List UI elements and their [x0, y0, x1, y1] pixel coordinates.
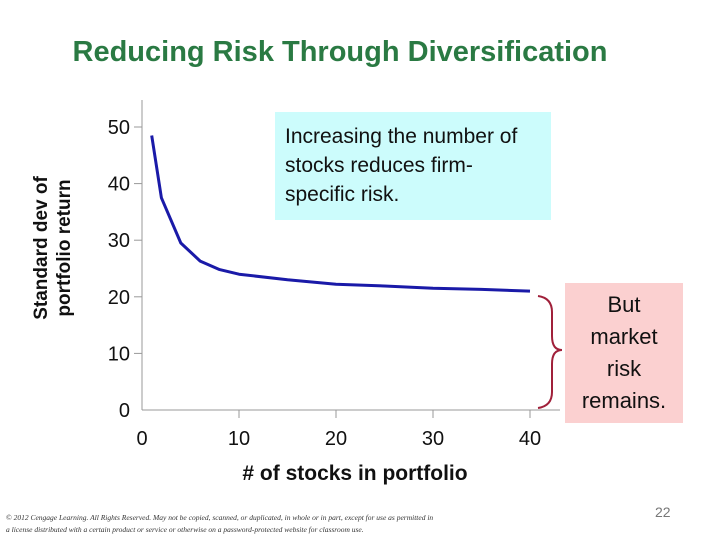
y-axis-title-line: Standard dev of: [31, 176, 52, 320]
slide-title: Reducing Risk Through Diversification: [72, 36, 608, 68]
firm-specific-risk-callout: Increasing the number of stocks reduces …: [275, 112, 551, 220]
y-axis-title-line: portfolio return: [54, 179, 75, 316]
market-risk-brace: [537, 295, 563, 409]
x-axis-title: # of stocks in portfolio: [242, 462, 467, 485]
x-tick-label: 30: [422, 428, 444, 450]
page-number: 22: [655, 504, 671, 520]
x-tick-label: 20: [325, 428, 347, 450]
series-group: [150, 135, 531, 293]
y-ticks: 0 10 20 30 40 50: [108, 117, 142, 422]
y-tick-label: 50: [108, 117, 130, 139]
x-tick-label: 10: [228, 428, 250, 450]
y-tick-label: 20: [108, 287, 130, 309]
y-tick-label: 30: [108, 230, 130, 252]
x-ticks: 0 10 20 30 40: [136, 410, 541, 450]
x-tick-label: 40: [519, 428, 541, 450]
y-tick-label: 40: [108, 174, 130, 196]
market-risk-callout: But market risk remains.: [565, 283, 683, 423]
y-tick-label: 0: [119, 400, 130, 422]
copyright-footer: © 2012 Cengage Learning. All Rights Rese…: [6, 513, 434, 534]
y-axis-title: Standard dev of portfolio return: [31, 176, 75, 320]
x-tick-label: 0: [136, 428, 147, 450]
y-tick-label: 10: [108, 343, 130, 365]
series-line: [150, 135, 531, 293]
